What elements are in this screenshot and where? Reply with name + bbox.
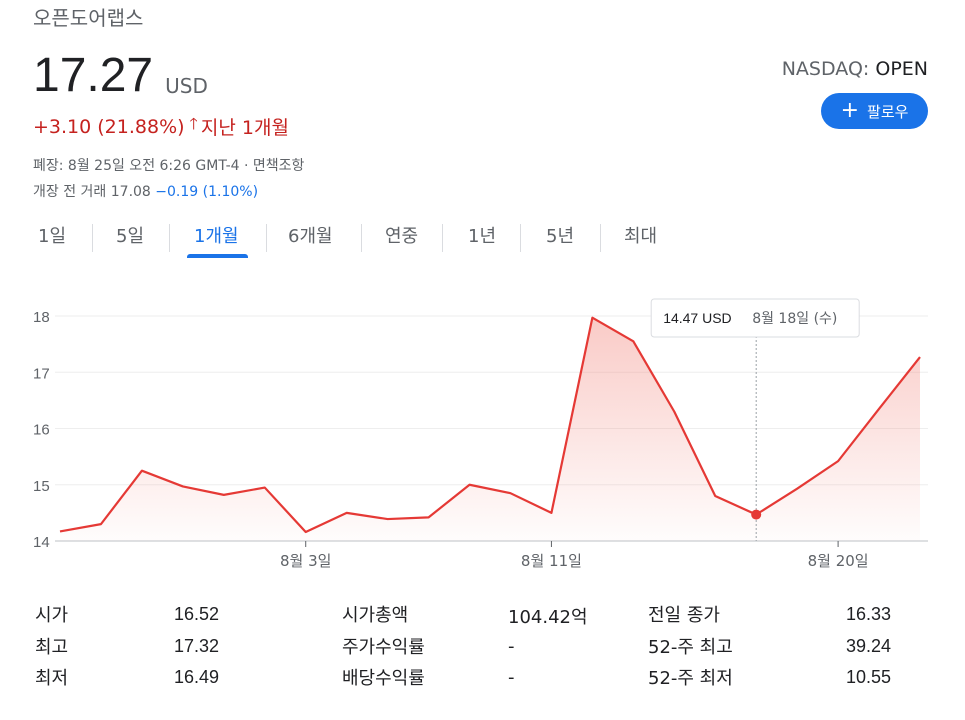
tab-1m[interactable]: 1개월 — [194, 226, 239, 247]
x-tick-label: 8월 3일 — [280, 552, 331, 570]
follow-button[interactable]: + 팔로우 — [821, 93, 928, 129]
y-tick-label: 14 — [33, 534, 50, 551]
tab-5d[interactable]: 5일 — [116, 226, 145, 247]
y-tick-label: 17 — [33, 365, 50, 382]
stat-value-prev-close: 16.33 — [845, 604, 891, 624]
change-value: +3.10 (21.88%) — [33, 115, 185, 138]
tab-6m[interactable]: 6개월 — [288, 226, 333, 247]
price-change: +3.10 (21.88%) 🡑 지난 1개월 — [33, 113, 289, 140]
stats-table: 시가 16.52 최고 17.32 최저 16.49 시가총액 104.42억 … — [0, 595, 965, 705]
current-price: 17.27 — [33, 49, 154, 102]
range-tabs: 1일 5일 1개월 6개월 연중 1년 5년 최대 — [0, 220, 700, 260]
close-info: 폐장: 8월 25일 오전 6:26 GMT-4 · 면책조항 — [33, 158, 305, 174]
price-row: 17.27 USD — [33, 50, 208, 102]
tooltip-box — [650, 298, 860, 338]
stat-label-prev-close: 전일 종가 — [648, 605, 720, 626]
y-tick-label: 18 — [33, 309, 50, 326]
y-tick-label: 15 — [33, 478, 50, 495]
currency-label: USD — [165, 74, 208, 98]
change-period: 지난 1개월 — [200, 117, 289, 139]
y-tick-label: 16 — [33, 422, 50, 439]
stat-value-52w-low: 10.55 — [845, 667, 891, 687]
x-tick-label: 8월 20일 — [808, 552, 869, 570]
stat-value-pe: - — [508, 636, 515, 657]
tab-separator — [442, 224, 443, 252]
stat-label-52w-low: 52-주 최저 — [648, 668, 733, 689]
plus-icon: + — [840, 98, 860, 123]
premarket-info: 개장 전 거래 17.08 −0.19 (1.10%) — [33, 181, 258, 201]
premarket-label: 개장 전 거래 17.08 — [33, 184, 151, 200]
stat-value-52w-high: 39.24 — [845, 636, 891, 656]
tab-separator — [520, 224, 521, 252]
stat-value-low: 16.49 — [173, 667, 219, 687]
tooltip-price: 14.47 USD — [663, 310, 731, 326]
tab-1y[interactable]: 1년 — [468, 226, 497, 247]
x-tick-label: 8월 11일 — [521, 552, 582, 570]
tab-5y[interactable]: 5년 — [546, 226, 575, 247]
stat-label-market-cap: 시가총액 — [342, 605, 409, 626]
company-name: 오픈도어랩스 — [33, 6, 144, 30]
price-chart[interactable]: 14 15 16 17 18 8월 3일 8월 11일 8월 20일 14.47 USD 8월 1… — [0, 280, 965, 580]
tab-max[interactable]: 최대 — [624, 226, 658, 247]
active-tab-indicator — [187, 254, 248, 258]
stat-label-52w-high: 52-주 최고 — [648, 637, 733, 658]
tab-1d[interactable]: 1일 — [38, 226, 67, 247]
stat-label-high: 최고 — [35, 637, 69, 658]
stat-value-dividend: - — [508, 667, 515, 688]
hover-marker — [751, 509, 762, 520]
stat-label-dividend: 배당수익률 — [342, 668, 425, 689]
tab-ytd[interactable]: 연중 — [385, 226, 419, 247]
stat-label-open: 시가 — [35, 605, 69, 626]
exchange-status: NASDAQ: OPEN — [782, 58, 928, 80]
stat-value-open: 16.52 — [173, 604, 219, 624]
follow-label: 팔로우 — [867, 102, 909, 121]
stat-value-high: 17.32 — [173, 636, 219, 656]
stat-label-low: 최저 — [35, 668, 69, 689]
tab-separator — [92, 224, 93, 252]
arrow-up-icon: 🡑 — [189, 114, 198, 133]
tab-separator — [266, 224, 267, 252]
exchange-name: NASDAQ: — [781, 58, 870, 80]
tab-separator — [169, 224, 170, 252]
tab-separator — [600, 224, 601, 252]
tooltip-date: 8월 18일 (수) — [752, 311, 837, 327]
premarket-change: −0.19 (1.10%) — [155, 184, 259, 200]
price-area — [60, 317, 920, 541]
market-state: OPEN — [875, 58, 928, 80]
price-line — [59, 316, 921, 534]
stat-label-pe: 주가수익률 — [342, 637, 425, 658]
tab-separator — [361, 224, 362, 252]
stat-value-market-cap: 104.42억 — [508, 607, 588, 628]
